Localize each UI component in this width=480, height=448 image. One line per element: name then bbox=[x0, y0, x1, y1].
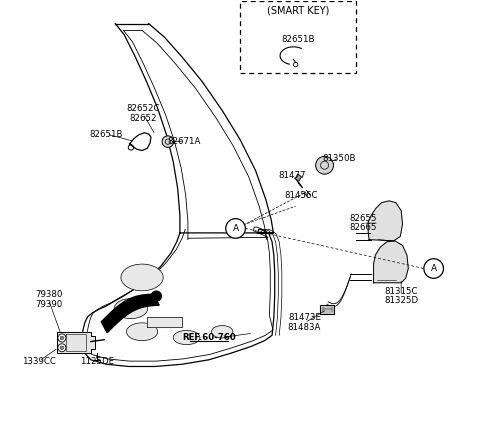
Text: 81456C: 81456C bbox=[285, 190, 318, 199]
Polygon shape bbox=[368, 201, 403, 241]
Circle shape bbox=[151, 291, 162, 302]
Ellipse shape bbox=[114, 298, 148, 319]
Text: (SMART KEY): (SMART KEY) bbox=[267, 5, 329, 15]
Ellipse shape bbox=[121, 264, 163, 291]
Circle shape bbox=[60, 336, 64, 340]
Text: 82671A: 82671A bbox=[168, 137, 201, 146]
Circle shape bbox=[316, 156, 334, 174]
Text: 81477: 81477 bbox=[279, 172, 306, 181]
Polygon shape bbox=[86, 227, 273, 361]
Text: 82651B: 82651B bbox=[90, 129, 123, 138]
Polygon shape bbox=[101, 294, 159, 333]
Polygon shape bbox=[146, 318, 182, 327]
Text: 81350B: 81350B bbox=[322, 154, 356, 163]
Ellipse shape bbox=[212, 326, 233, 338]
Circle shape bbox=[424, 259, 444, 278]
Text: 1339CC: 1339CC bbox=[22, 357, 56, 366]
Circle shape bbox=[58, 334, 66, 342]
Text: 81473E
81483A: 81473E 81483A bbox=[288, 314, 321, 332]
Circle shape bbox=[58, 344, 66, 352]
Text: 1125DE: 1125DE bbox=[80, 357, 114, 366]
Polygon shape bbox=[58, 332, 96, 353]
Text: 82655
82665: 82655 82665 bbox=[349, 214, 377, 233]
Text: REF.60-760: REF.60-760 bbox=[182, 333, 236, 342]
Text: 82652C
82652: 82652C 82652 bbox=[126, 104, 160, 123]
Text: 79380
79390: 79380 79390 bbox=[35, 290, 62, 309]
Polygon shape bbox=[81, 229, 275, 366]
Text: A: A bbox=[431, 264, 437, 273]
Polygon shape bbox=[373, 241, 408, 283]
Text: 82651B: 82651B bbox=[281, 35, 314, 44]
Text: 81315C
81325D: 81315C 81325D bbox=[384, 287, 418, 306]
Ellipse shape bbox=[173, 331, 200, 345]
Polygon shape bbox=[295, 174, 301, 181]
Text: A: A bbox=[232, 224, 239, 233]
FancyBboxPatch shape bbox=[240, 1, 356, 73]
Circle shape bbox=[60, 346, 64, 349]
Circle shape bbox=[162, 136, 174, 147]
Circle shape bbox=[226, 219, 245, 238]
Ellipse shape bbox=[126, 323, 157, 340]
Polygon shape bbox=[320, 305, 335, 314]
